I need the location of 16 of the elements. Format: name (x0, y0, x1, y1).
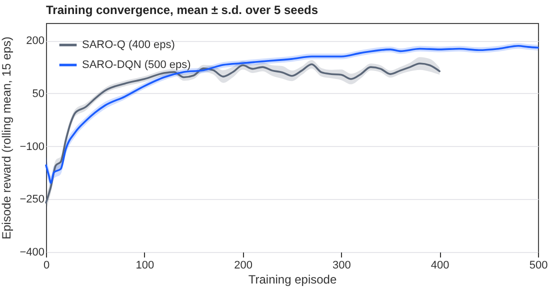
y-axis-title: Episode reward (rolling mean, 15 eps) (0, 36, 14, 240)
y-tick-label: −400 (20, 246, 44, 258)
x-tick-label: 100 (136, 260, 154, 272)
y-tick-label: 50 (32, 88, 44, 100)
x-axis-title: Training episode (248, 272, 337, 286)
y-tick-label: 200 (26, 35, 44, 48)
legend-label: SARO-DQN (500 eps) (82, 59, 191, 71)
x-tick-label: 400 (430, 260, 450, 272)
y-tick-label: −100 (20, 140, 44, 153)
y-tick-label: −250 (20, 194, 44, 206)
legend-label: SARO-Q (400 eps) (82, 39, 175, 51)
x-tick-label: 300 (332, 260, 351, 272)
chart-title: Training convergence, mean ± s.d. over 5 seeds (46, 3, 318, 17)
x-tick-label: 200 (234, 260, 252, 272)
x-tick-label: 500 (529, 260, 548, 272)
x-tick-label: 0 (43, 260, 50, 272)
